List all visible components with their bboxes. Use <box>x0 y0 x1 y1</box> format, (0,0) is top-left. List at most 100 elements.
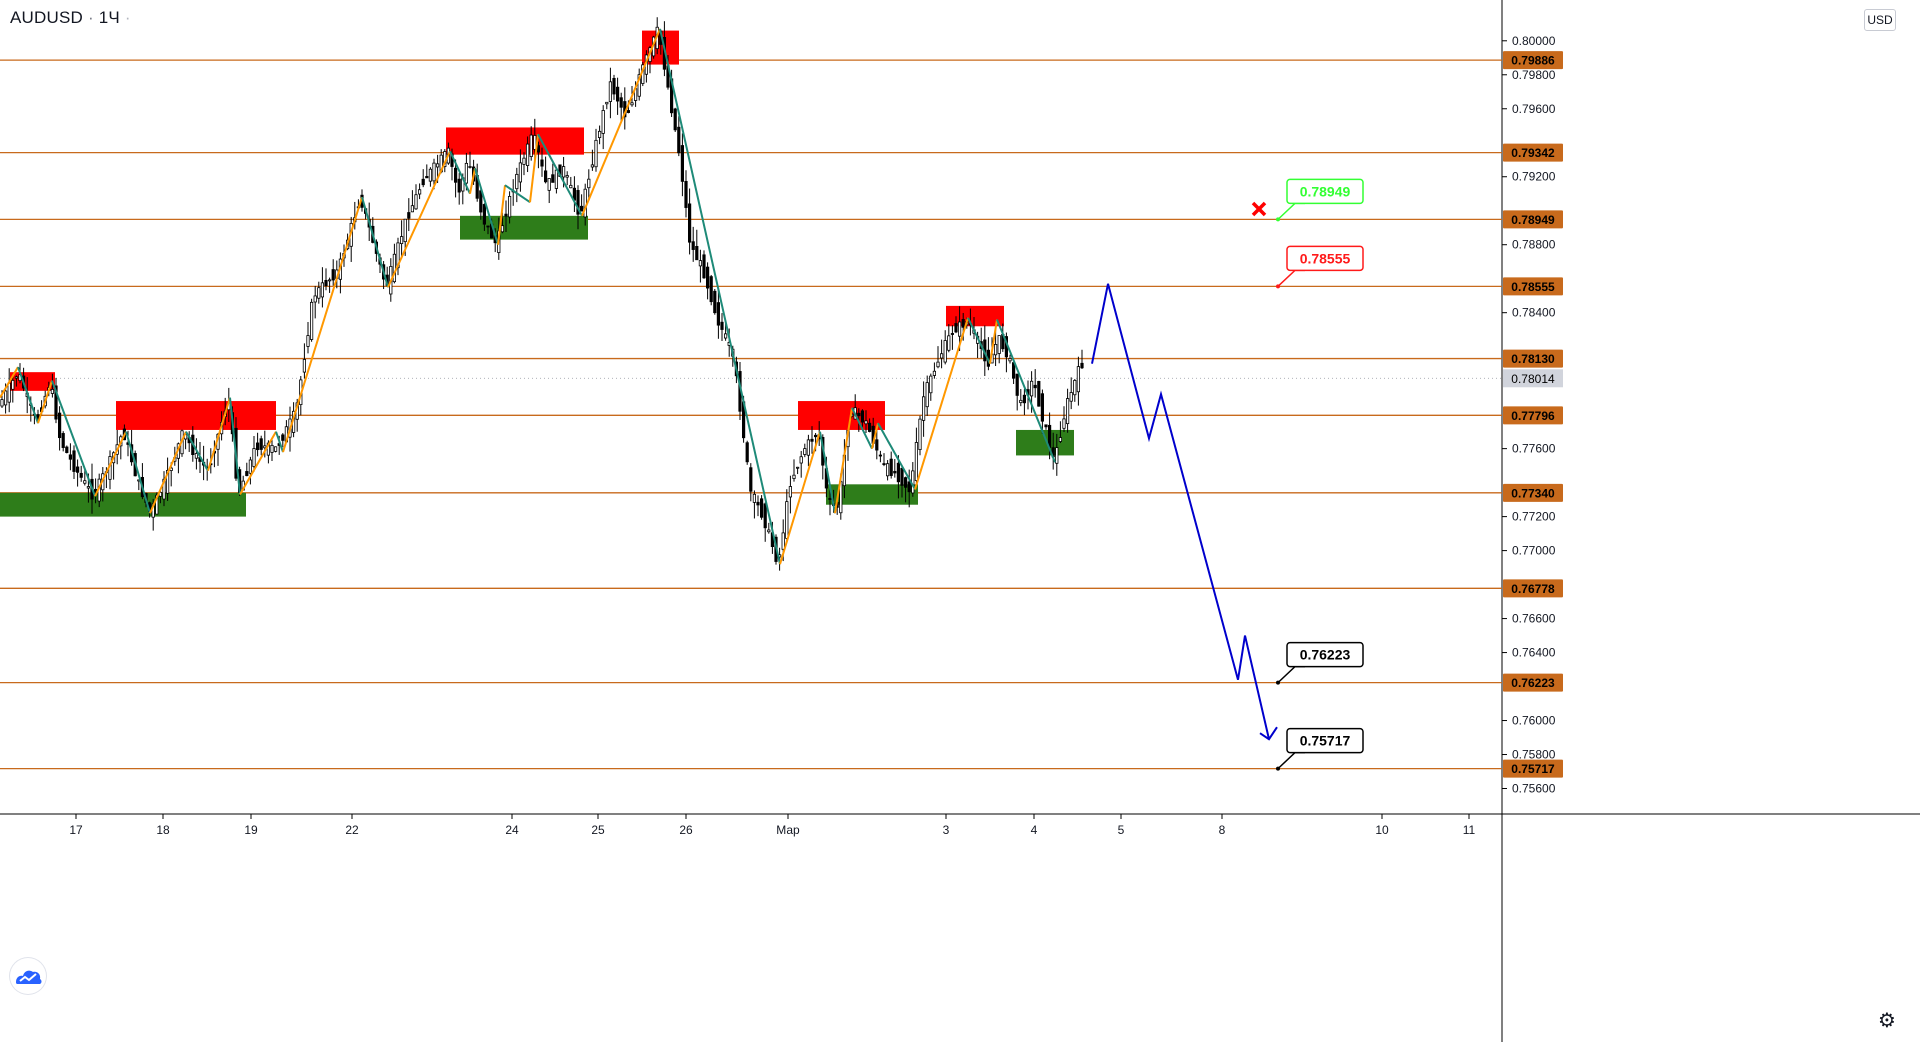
candle-body <box>504 213 508 217</box>
symbol-title[interactable]: AUDUSD · 1Ч · <box>10 8 131 28</box>
candle-body <box>1058 437 1062 442</box>
candle-body <box>594 139 598 168</box>
time-tick-label: 26 <box>679 823 693 837</box>
candle-body <box>320 282 325 298</box>
candle-body <box>547 178 551 191</box>
candle-body <box>752 493 757 503</box>
candle-body <box>806 439 811 456</box>
candle-body <box>327 279 332 282</box>
green-zone <box>1016 429 1074 456</box>
candle-body <box>587 178 591 189</box>
zigzag-down-segment <box>51 380 96 497</box>
level-label: 0.77340 <box>1511 486 1555 500</box>
candle-body <box>763 503 767 529</box>
candle-body <box>309 301 314 340</box>
candle-body <box>1076 366 1080 393</box>
candle-body <box>421 178 425 186</box>
candle-body <box>590 164 595 168</box>
level-label-box <box>1503 759 1563 778</box>
candle-body <box>868 422 872 432</box>
tradingview-logo-icon[interactable] <box>10 958 46 994</box>
price-tick-label: 0.76000 <box>1512 714 1556 728</box>
time-tick-label: 17 <box>69 823 83 837</box>
candle-body <box>612 77 616 95</box>
candle-body <box>684 180 688 208</box>
candle-body <box>677 126 681 154</box>
candle-body <box>720 321 724 330</box>
candle-body <box>630 102 634 106</box>
candle-body <box>468 166 472 168</box>
candle-body <box>713 290 717 314</box>
currency-button[interactable]: USD <box>1864 9 1896 31</box>
green-zone <box>0 492 246 517</box>
candle-body <box>947 335 951 351</box>
candle-body <box>724 333 728 339</box>
level-label: 0.75717 <box>1511 762 1555 776</box>
candle-body <box>716 302 721 326</box>
zigzag-down-segment <box>504 184 531 204</box>
time-axis: 17 18 19 22 24 25 26 Мар 3 4 5 8 10 11 <box>69 814 1476 837</box>
candle-body <box>943 340 947 363</box>
level-label-box <box>1503 143 1563 162</box>
zigzag-lines <box>0 28 1056 565</box>
candle-body <box>1040 393 1044 422</box>
candle-body <box>306 335 310 347</box>
callout-box <box>1286 727 1364 754</box>
candle-body <box>11 380 15 390</box>
callout-pointer <box>1277 269 1305 287</box>
candle-body <box>7 382 11 403</box>
gear-icon[interactable]: ⚙ <box>1878 1010 1896 1032</box>
zigzag-down-segment <box>996 319 1056 463</box>
candle-body <box>673 108 677 131</box>
zigzag-up-segment <box>779 431 821 565</box>
candle-body <box>691 241 695 250</box>
candle-body <box>914 442 919 481</box>
price-tick-label: 0.79800 <box>1512 68 1556 82</box>
forecast-arrowhead <box>1259 726 1278 741</box>
price-tick-label: 0.77200 <box>1512 510 1556 524</box>
zigzag-down-segment <box>229 397 241 495</box>
zigzag-up-segment <box>871 422 879 449</box>
price-callouts: 0.78949 0.78555 0.76223 0.75717 <box>1251 178 1364 771</box>
zigzag-up-segment <box>149 431 187 514</box>
current-price-label: 0.78014 <box>1511 372 1555 386</box>
candle-body <box>281 434 285 441</box>
symbol-name: AUDUSD <box>10 8 83 27</box>
candle-body <box>688 203 692 243</box>
time-tick-label: 22 <box>345 823 359 837</box>
price-tick-label: 0.75800 <box>1512 748 1556 762</box>
candle-body <box>165 470 170 494</box>
callout-anchor-dot <box>1276 680 1280 685</box>
time-tick-label: 3 <box>943 823 950 837</box>
candle-body <box>263 445 267 449</box>
zigzag-up-segment <box>834 407 853 514</box>
zigzag-down-segment <box>125 431 151 514</box>
candle-body <box>317 287 321 299</box>
level-label-box <box>1503 210 1563 229</box>
candle-body <box>932 370 937 376</box>
candle-body <box>453 167 458 183</box>
candle-body <box>749 467 753 492</box>
candle-body <box>526 143 530 166</box>
candle-body <box>781 532 785 550</box>
candle-body <box>788 486 793 498</box>
zigzag-down-segment <box>877 422 916 490</box>
candle-body <box>65 446 69 453</box>
candle-body <box>616 86 620 102</box>
candle-body <box>252 448 256 467</box>
zigzag-down-segment <box>474 167 499 245</box>
candle-body <box>907 481 911 493</box>
candle-body <box>72 450 76 472</box>
candle-body <box>889 458 893 476</box>
callout-anchor-dot <box>1276 284 1280 289</box>
price-tick-label: 0.78800 <box>1512 238 1556 252</box>
candle-body <box>0 399 4 407</box>
candle-body <box>702 254 706 279</box>
level-label: 0.76223 <box>1511 676 1555 690</box>
time-tick-label: 5 <box>1118 823 1125 837</box>
candle-body <box>929 375 933 394</box>
candle-body <box>1022 394 1027 404</box>
callout-label: 0.78949 <box>1300 183 1351 199</box>
